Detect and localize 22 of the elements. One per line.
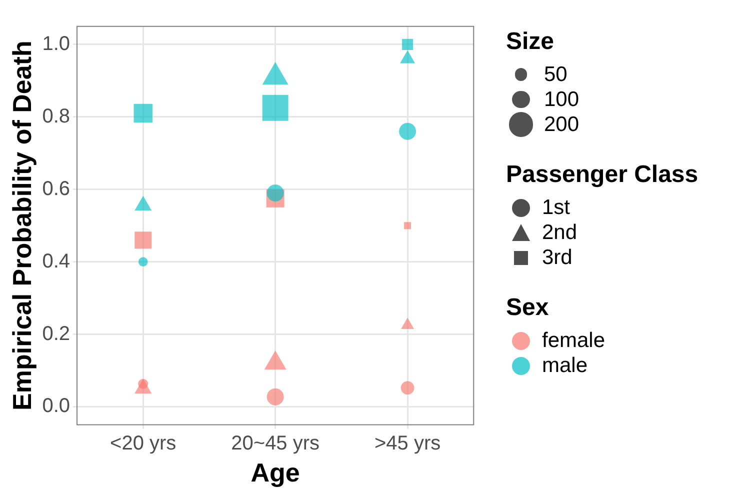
x-axis-title: Age	[250, 458, 300, 488]
legend-label: female	[542, 328, 606, 352]
text: 2nd	[542, 220, 578, 244]
x-tick-label: >45 yrs	[374, 432, 441, 454]
x-tick-label: <20 yrs	[110, 432, 176, 454]
legend-label: 200	[544, 112, 580, 136]
y-tick-label: 1.0	[42, 32, 70, 55]
y-axis-title: Empirical Probability of Death	[6, 40, 37, 411]
y-tick-label: 0.4	[42, 250, 70, 272]
text: Passenger Class	[506, 161, 698, 189]
x-tick-label: 20~45 yrs	[231, 432, 320, 454]
legend-label: male	[542, 354, 588, 378]
text: 1st	[542, 196, 570, 220]
y-tick-label: 0.2	[42, 322, 70, 345]
y-tick-label: 0.0	[42, 395, 70, 418]
y-tick-label: 0.6	[42, 178, 70, 200]
legend-label: 50	[544, 62, 568, 86]
text: 3rd	[542, 246, 572, 270]
y-tick-label: 0.8	[42, 105, 70, 128]
legend-label: 100	[544, 88, 580, 112]
text: Size	[506, 28, 556, 56]
legend-title: Sex	[506, 294, 550, 322]
